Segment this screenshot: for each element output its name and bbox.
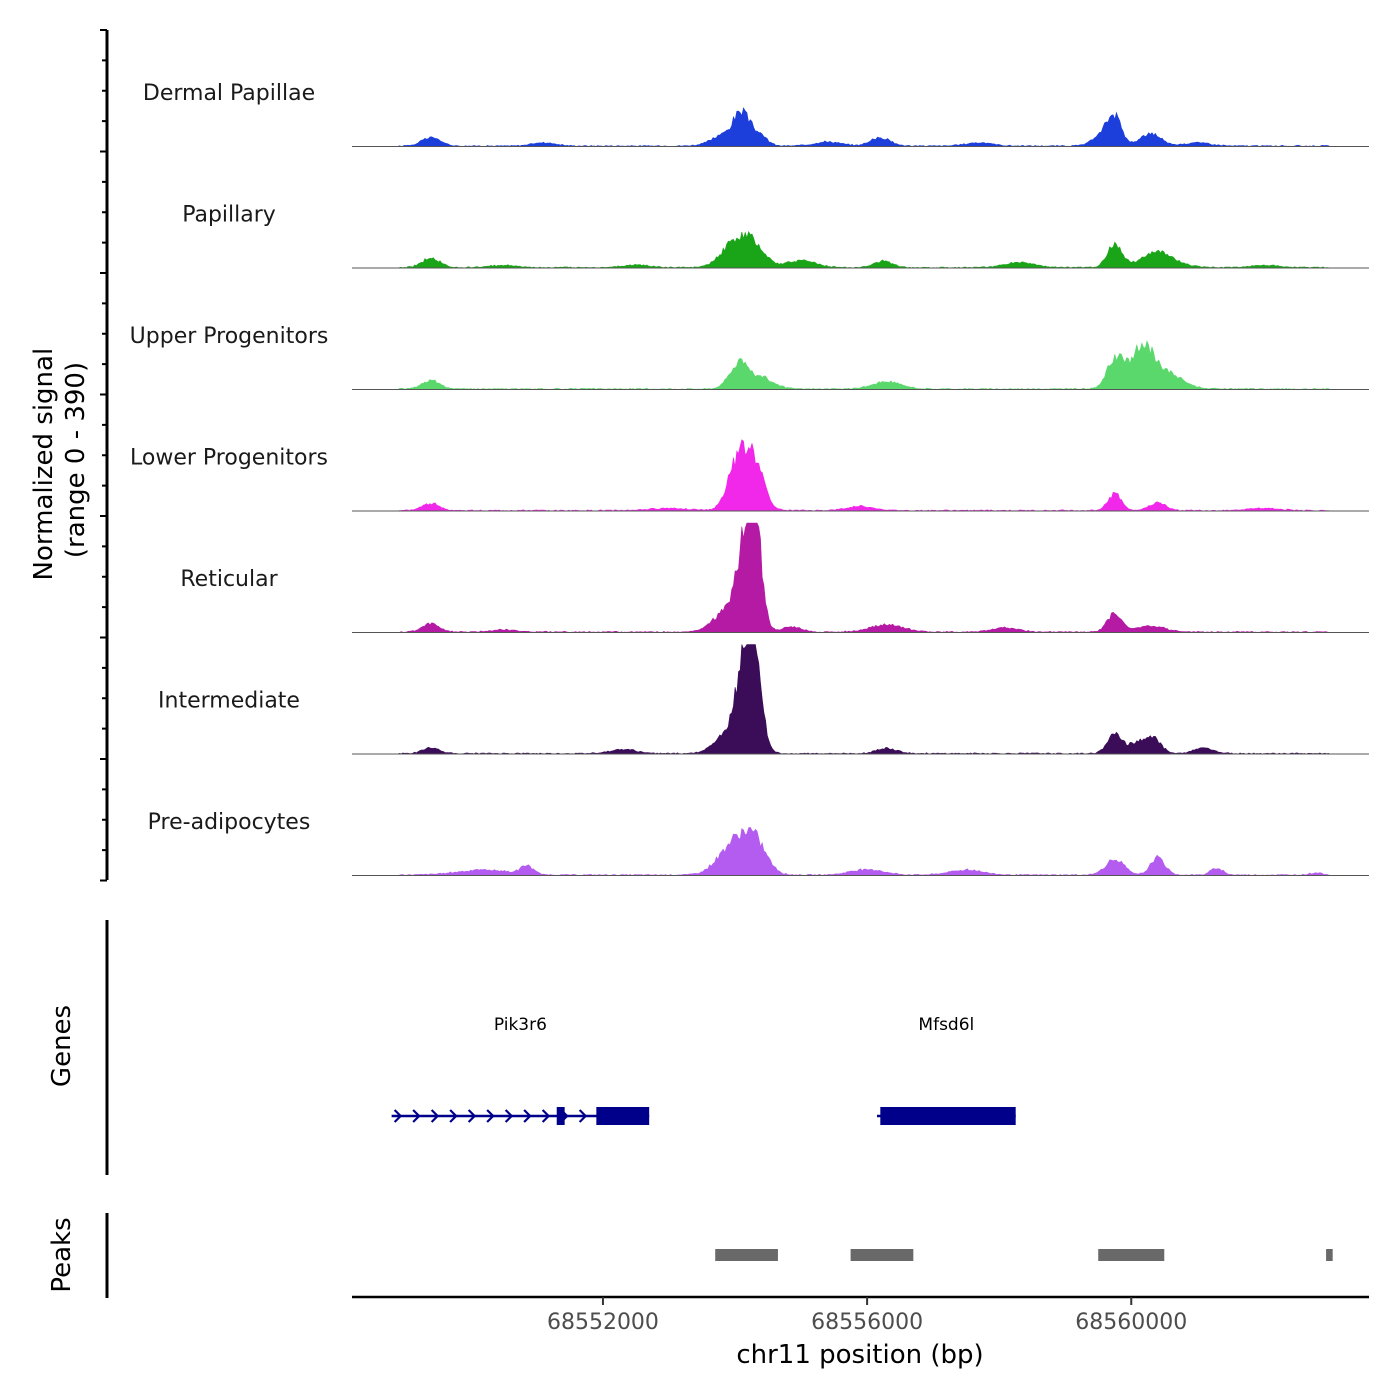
track-label: Dermal Papillae [143, 81, 315, 106]
strand-arrow [486, 1109, 495, 1123]
strand-arrow [393, 1109, 403, 1123]
track-intermediate: Intermediate [158, 644, 1369, 755]
y-axis-title: Normalized signal (range 0 - 390) [29, 340, 91, 581]
gene-pik3r6: Pik3r6 [391, 1015, 650, 1125]
peaks-track-title: Peaks [47, 1217, 77, 1292]
gene-exon [596, 1107, 650, 1125]
peak-regions [715, 1249, 1333, 1261]
gene-exon [556, 1107, 565, 1125]
y-axis-title-line-2: (range 0 - 390) [61, 362, 91, 558]
strand-arrow [504, 1109, 514, 1123]
gene-exon [880, 1107, 1016, 1125]
signal-area [352, 826, 1369, 876]
strand-arrow [412, 1109, 421, 1123]
signal-area [352, 230, 1369, 269]
x-axis-tick-label: 68556000 [811, 1310, 923, 1335]
track-label: Reticular [180, 567, 278, 592]
track-lower-progenitors: Lower Progenitors [130, 439, 1369, 512]
signal-area [352, 644, 1369, 755]
signal-area [352, 340, 1369, 390]
peak-region [715, 1249, 778, 1261]
track-label: Lower Progenitors [130, 446, 328, 471]
track-label: Intermediate [158, 689, 300, 714]
x-axis-ticks: 68552000 68556000 68560000 [547, 1297, 1187, 1335]
y-axis-title-line-1: Normalized signal [29, 348, 59, 581]
track-label: Papillary [182, 203, 276, 228]
track-label: Upper Progenitors [130, 324, 329, 349]
signal-area [352, 439, 1369, 512]
track-upper-progenitors: Upper Progenitors [130, 324, 1369, 390]
track-dermal-papillae: Dermal Papillae [143, 81, 1369, 147]
peak-region [1098, 1249, 1165, 1261]
track-label: Pre-adipocytes [148, 810, 311, 835]
strand-arrow [430, 1109, 440, 1123]
strand-arrow [523, 1109, 532, 1123]
gene-mfsd6l: Mfsd6l [877, 1015, 1016, 1125]
gene-label: Pik3r6 [494, 1015, 547, 1035]
strand-arrow [449, 1109, 458, 1123]
signal-area [352, 107, 1369, 147]
signal-y-axis-ticks [100, 29, 107, 882]
signal-tracks: Dermal Papillae Papillary Upper Progenitor… [130, 81, 1369, 876]
x-axis-tick-label: 68560000 [1075, 1310, 1187, 1335]
strand-arrow [541, 1109, 551, 1123]
x-axis-tick-label: 68552000 [547, 1310, 659, 1335]
gene-label: Mfsd6l [918, 1015, 974, 1035]
track-pre-adipocytes: Pre-adipocytes [148, 810, 1369, 876]
gene-annotations: Pik3r6 Mfsd6l [391, 1015, 1016, 1125]
genes-track-title: Genes [47, 1005, 77, 1087]
track-reticular: Reticular [180, 522, 1369, 633]
strand-arrow [578, 1109, 588, 1123]
signal-area [352, 522, 1369, 633]
peak-region [850, 1249, 914, 1261]
track-papillary: Papillary [182, 203, 1369, 269]
x-axis-title: chr11 position (bp) [736, 1340, 983, 1370]
strand-arrow [467, 1109, 477, 1123]
peak-region [1326, 1249, 1333, 1261]
